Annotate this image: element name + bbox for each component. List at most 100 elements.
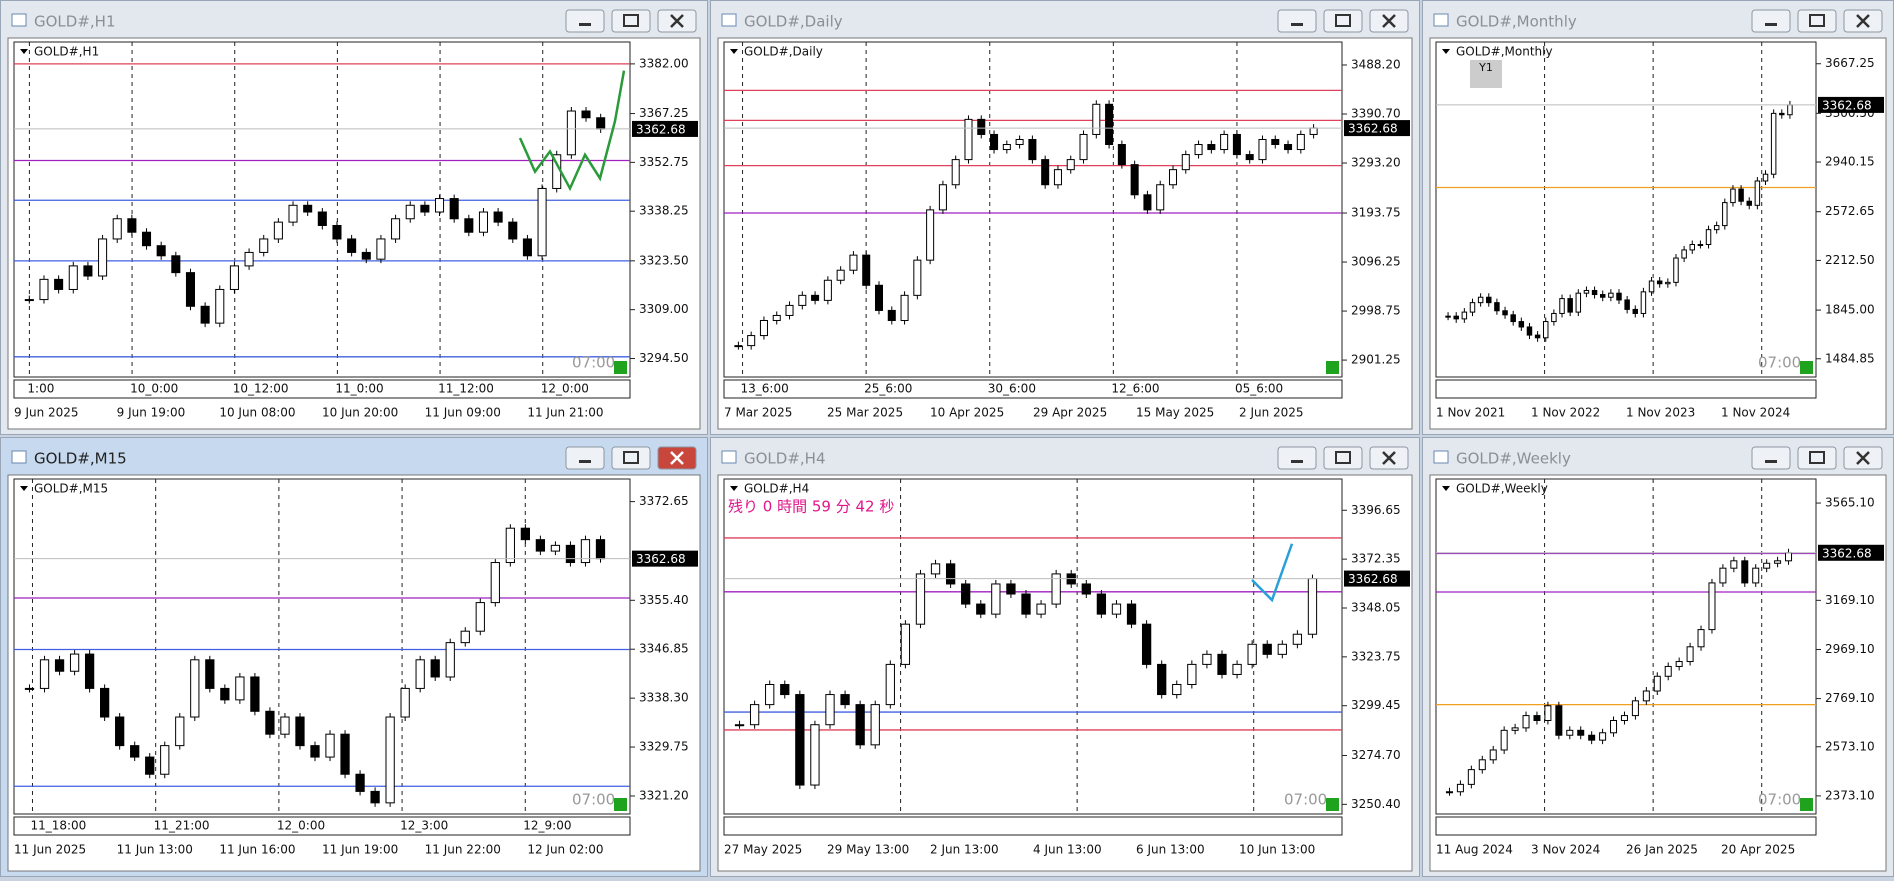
button-glyph bbox=[1765, 460, 1777, 463]
x-tick-label: 10 Jun 20:00 bbox=[322, 406, 398, 420]
candle-body bbox=[478, 211, 489, 233]
y-tick-label: 2940.15 bbox=[1825, 155, 1875, 169]
minimize-button[interactable] bbox=[1751, 9, 1791, 33]
y-tick-label: 3338.30 bbox=[639, 691, 689, 705]
x-tick-label: 1 Nov 2022 bbox=[1531, 406, 1600, 420]
session-label: 07:00 bbox=[1284, 791, 1327, 809]
restore-button[interactable] bbox=[1323, 9, 1363, 33]
candle-body bbox=[1220, 133, 1229, 151]
period-strip bbox=[1435, 379, 1817, 399]
candle-body bbox=[1675, 661, 1683, 667]
candle-body bbox=[1445, 791, 1453, 794]
candle-body bbox=[1664, 665, 1672, 677]
button-glyph bbox=[670, 451, 684, 465]
restore-button[interactable] bbox=[1797, 446, 1837, 470]
candle-body bbox=[1616, 292, 1622, 301]
y-tick-label: 3396.65 bbox=[1351, 503, 1401, 517]
y-tick-label: 2769.10 bbox=[1825, 691, 1875, 705]
x-tick-label: 11 Jun 19:00 bbox=[322, 843, 398, 857]
x-tick-label: 9 Jun 19:00 bbox=[117, 406, 186, 420]
plot-frame bbox=[723, 41, 1343, 378]
session-label: 07:00 bbox=[572, 354, 615, 372]
restore-button[interactable] bbox=[1797, 9, 1837, 33]
x-tick-label: 4 Jun 13:00 bbox=[1033, 843, 1102, 857]
candle-body bbox=[464, 218, 474, 233]
price-tag bbox=[1344, 570, 1410, 587]
minimize-button[interactable] bbox=[1277, 9, 1317, 33]
y-tick-label: 3565.10 bbox=[1825, 496, 1875, 510]
y-tick-label: 3096.25 bbox=[1351, 255, 1401, 269]
candle-body bbox=[288, 204, 298, 223]
candle-body bbox=[68, 265, 78, 290]
minimize-button[interactable] bbox=[1751, 446, 1791, 470]
y-tick-label: 3667.25 bbox=[1825, 56, 1875, 70]
y-tick-label: 3250.40 bbox=[1351, 797, 1401, 811]
period-label: 12_0:00 bbox=[277, 819, 325, 833]
window-icon bbox=[11, 13, 27, 27]
button-glyph bbox=[670, 14, 684, 28]
candle-body bbox=[1117, 144, 1126, 166]
y-tick-label: 2573.10 bbox=[1825, 739, 1875, 753]
candle-body bbox=[1469, 302, 1476, 313]
candle-body bbox=[1770, 112, 1777, 175]
button-glyph bbox=[1382, 14, 1396, 28]
button-glyph bbox=[1335, 451, 1351, 464]
candle-body bbox=[1543, 321, 1549, 339]
button-glyph bbox=[1335, 14, 1351, 27]
candle-body bbox=[244, 251, 254, 267]
candle-body bbox=[596, 117, 606, 130]
x-tick-label: 1 Nov 2023 bbox=[1626, 406, 1695, 420]
candle-body bbox=[1036, 603, 1046, 615]
candle-body bbox=[376, 238, 386, 260]
candle-body bbox=[1456, 783, 1464, 793]
minimize-button[interactable] bbox=[1277, 446, 1317, 470]
candle-body bbox=[1051, 573, 1061, 605]
x-tick-label: 29 May 13:00 bbox=[827, 843, 909, 857]
candle-body bbox=[1785, 552, 1793, 562]
candle-body bbox=[1640, 291, 1647, 314]
candle-body bbox=[171, 255, 181, 274]
candle-body bbox=[785, 304, 794, 316]
candle-body bbox=[1631, 700, 1639, 717]
restore-button[interactable] bbox=[1323, 446, 1363, 470]
restore-button[interactable] bbox=[611, 9, 651, 33]
candle-body bbox=[964, 118, 973, 161]
candle-body bbox=[1730, 188, 1736, 204]
candle-body bbox=[874, 284, 884, 311]
candle-body bbox=[1577, 729, 1585, 736]
candle-body bbox=[69, 653, 80, 672]
candle-body bbox=[1126, 603, 1137, 625]
x-tick-label: 11 Jun 13:00 bbox=[117, 843, 193, 857]
candle-body bbox=[900, 294, 909, 321]
button-glyph bbox=[1382, 451, 1396, 465]
candle-body bbox=[765, 684, 775, 706]
x-tick-label: 20 Apr 2025 bbox=[1721, 843, 1795, 857]
symbol-arrow bbox=[20, 486, 28, 491]
candle-body bbox=[1172, 684, 1182, 696]
candle-body bbox=[930, 563, 941, 575]
candle-body bbox=[370, 790, 380, 804]
plot-frame bbox=[723, 478, 1343, 815]
candle-body bbox=[825, 694, 835, 726]
period-label: 12_3:00 bbox=[400, 819, 448, 833]
candle-body bbox=[1681, 249, 1687, 259]
minimize-button[interactable] bbox=[565, 446, 605, 470]
button-glyph bbox=[623, 451, 639, 464]
button-glyph bbox=[579, 460, 591, 463]
candle-body bbox=[1156, 184, 1165, 211]
x-tick-label: 10 Jun 13:00 bbox=[1239, 843, 1315, 857]
candle-body bbox=[811, 294, 820, 301]
y-tick-label: 3346.85 bbox=[639, 642, 689, 656]
symbol-arrow bbox=[1442, 49, 1450, 54]
y-tick-label: 2373.10 bbox=[1825, 788, 1875, 802]
minimize-button[interactable] bbox=[565, 9, 605, 33]
period-strip bbox=[13, 816, 631, 836]
price-tag-label: 3362.68 bbox=[1822, 98, 1872, 112]
restore-button[interactable] bbox=[611, 446, 651, 470]
candle-body bbox=[1746, 200, 1752, 206]
y-tick-label: 3338.25 bbox=[639, 204, 689, 218]
chart-window: GOLD#,H4 3396.65 3372.35 3348.05 3323.75 3299… bbox=[710, 437, 1420, 877]
candle-body bbox=[303, 204, 313, 213]
candle-body bbox=[250, 676, 260, 712]
